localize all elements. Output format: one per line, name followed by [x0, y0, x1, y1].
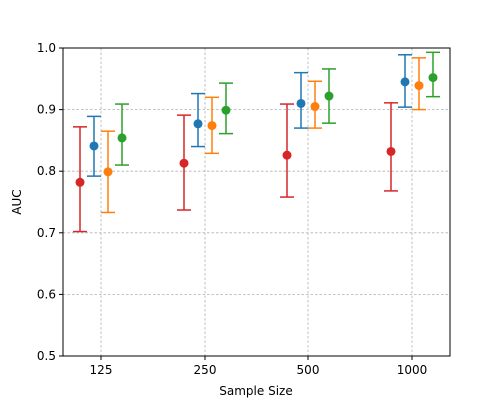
y-axis-label: AUC [10, 189, 24, 214]
data-point [324, 91, 334, 101]
data-point [428, 73, 438, 83]
x-tick-label: 125 [90, 363, 113, 377]
grid-lines [63, 47, 450, 357]
y-tick-label: 0.6 [37, 287, 56, 301]
x-tick-label: 500 [297, 363, 320, 377]
data-point [310, 102, 320, 112]
x-tick-label: 250 [194, 363, 217, 377]
series-1 [73, 102, 398, 233]
y-tick-label: 0.7 [37, 226, 56, 240]
axis-ticks: 0.5 0.6 0.7 0.8 0.9 1.0 125 250 500 1000 [37, 41, 427, 377]
plot-marks [73, 51, 440, 233]
x-axis-label: Sample Size [219, 384, 292, 398]
y-tick-label: 1.0 [37, 41, 56, 55]
series-4 [115, 51, 440, 166]
data-point [296, 98, 306, 108]
series-2 [87, 54, 412, 177]
data-point [103, 167, 113, 177]
data-point [400, 77, 410, 87]
data-point [117, 133, 127, 143]
y-tick-label: 0.8 [37, 164, 56, 178]
data-point [414, 81, 424, 91]
data-point [386, 146, 396, 156]
plot-frame [62, 47, 451, 357]
y-tick-label: 0.9 [37, 103, 56, 117]
data-point [75, 177, 85, 187]
data-point [207, 121, 217, 131]
data-point [89, 141, 99, 151]
data-point [221, 105, 231, 115]
data-point [282, 150, 292, 160]
y-tick-label: 0.5 [37, 349, 56, 363]
data-point [179, 158, 189, 168]
series-3 [101, 57, 426, 214]
x-tick-label: 1000 [397, 363, 428, 377]
data-point [193, 119, 203, 129]
